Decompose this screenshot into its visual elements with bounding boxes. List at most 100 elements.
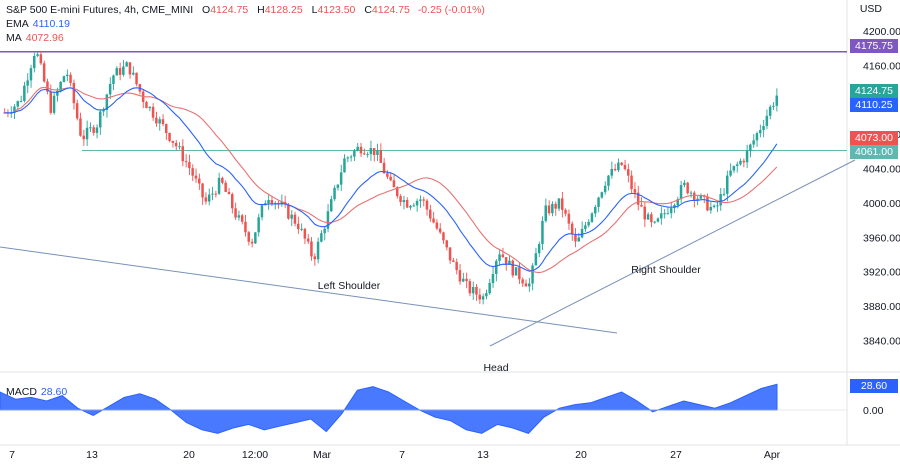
candle-body — [303, 228, 307, 239]
candle-body — [732, 165, 736, 171]
candle-body — [613, 168, 617, 171]
candle-body — [442, 232, 445, 241]
candle-body — [660, 213, 663, 219]
low-label: L — [311, 4, 318, 16]
candle-body — [125, 62, 128, 67]
candle-body — [587, 221, 590, 226]
candle-body — [762, 125, 765, 131]
candle-body — [323, 228, 326, 234]
candle-body — [768, 106, 772, 116]
candle-body — [359, 146, 363, 154]
candle-body — [755, 133, 759, 141]
candle-body — [607, 175, 610, 186]
descending-trendline — [0, 246, 618, 334]
price-tick-label: 3880.00 — [863, 301, 900, 313]
candle-body — [570, 223, 574, 235]
candle-body — [468, 281, 472, 294]
candle-body — [689, 192, 693, 194]
ma-row[interactable]: MA 4072.96 — [6, 31, 485, 45]
candle-body — [39, 54, 43, 64]
candle-body — [729, 170, 732, 176]
candle-body — [72, 82, 76, 104]
candle-body — [198, 178, 201, 184]
symbol-title[interactable]: S&P 500 E-mini Futures, 4h, CME_MINI — [6, 4, 194, 16]
candle-body — [429, 209, 432, 219]
ema-line — [4, 87, 778, 272]
candle-body — [267, 200, 270, 204]
candle-body — [310, 241, 313, 257]
candle-body — [122, 66, 125, 75]
right-shoulder-label: Right Shoulder — [631, 264, 701, 276]
price-tick-label: 4000.00 — [863, 198, 900, 210]
candle-body — [56, 90, 59, 96]
candle-body — [584, 225, 587, 229]
candle-body — [600, 192, 604, 198]
candle-body — [132, 72, 135, 75]
candle-body — [458, 270, 462, 282]
candle-body — [537, 244, 541, 254]
candle-body — [544, 205, 547, 221]
candle-body — [719, 194, 722, 206]
price-tick-label: 3920.00 — [863, 267, 900, 279]
macd-legend[interactable]: MACD 28.60 — [6, 386, 67, 398]
candle-body — [432, 218, 435, 223]
candle-body — [369, 148, 373, 155]
candle-body — [603, 185, 607, 193]
candle-body — [435, 222, 439, 229]
candle-body — [204, 197, 208, 202]
candle-body — [168, 132, 171, 141]
candle-body — [316, 241, 320, 260]
candle-body — [676, 199, 679, 206]
candle-body — [99, 111, 102, 128]
candle-body — [524, 283, 528, 287]
candle-body — [412, 205, 415, 207]
candle-body — [521, 279, 524, 284]
candle-body — [726, 175, 729, 194]
candle-body — [402, 200, 406, 203]
candle-body — [749, 144, 752, 151]
candle-body — [26, 80, 29, 86]
time-tick-label: 13 — [477, 449, 489, 461]
candle-body — [528, 283, 531, 287]
candle-body — [16, 101, 19, 107]
time-tick-label: 20 — [575, 449, 587, 461]
ma-line — [4, 86, 778, 274]
macd-zero-tick: 0.00 — [863, 405, 884, 417]
ma-label: MA — [6, 32, 22, 44]
candle-body — [663, 213, 666, 215]
close-label: C — [364, 4, 372, 16]
candle-body — [336, 184, 340, 188]
candle-body — [108, 83, 112, 95]
candle-body — [706, 196, 709, 211]
candle-body — [260, 205, 264, 218]
candle-body — [333, 187, 336, 200]
candle-body — [320, 233, 323, 242]
candle-body — [89, 127, 92, 129]
candle-body — [574, 234, 577, 242]
candle-body — [145, 102, 148, 109]
candle-body — [382, 162, 386, 174]
candle-body — [518, 267, 521, 280]
candle-body — [79, 118, 82, 136]
candle-body — [244, 221, 247, 233]
ema-row[interactable]: EMA 4110.19 — [6, 17, 485, 31]
candle-body — [36, 54, 39, 56]
candle-body — [739, 160, 742, 165]
candle-body — [759, 130, 762, 134]
candle-body — [161, 119, 165, 125]
candle-body — [33, 55, 36, 69]
candle-body — [19, 100, 23, 102]
candle-body — [82, 135, 85, 140]
candle-body — [669, 208, 673, 214]
time-tick-label: 27 — [670, 449, 682, 461]
candle-body — [422, 199, 425, 201]
candle-body — [165, 124, 168, 133]
candle-body — [722, 193, 726, 195]
time-tick-label: 12:00 — [242, 449, 268, 461]
candle-body — [508, 260, 511, 265]
macd-label: MACD — [6, 386, 37, 398]
candle-body — [448, 247, 452, 261]
candle-body — [666, 213, 670, 215]
